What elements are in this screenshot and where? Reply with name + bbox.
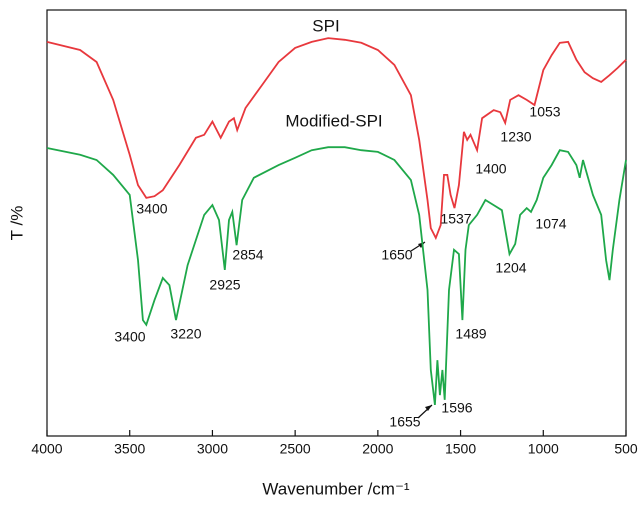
peak-label: 3220 [170,326,201,342]
series-label: SPI [312,16,339,35]
peak-label: 1204 [495,260,526,276]
peak-label: 1596 [441,400,472,416]
arrow-head [425,405,432,411]
x-tick-label: 4000 [31,441,62,457]
peak-label: 1053 [529,104,560,120]
series-line [46,37,627,241]
peak-label: 3400 [136,201,167,217]
peak-label: 1537 [440,211,471,227]
peak-label: 1650 [381,247,412,263]
x-tick-label: 3500 [114,441,145,457]
peak-label: 3400 [114,329,145,345]
x-tick-label: 3000 [197,441,228,457]
x-tick-label: 500 [614,441,638,457]
plot-frame [46,9,627,437]
x-tick-label: 2000 [362,441,393,457]
series-line [46,146,627,406]
peak-label: 2925 [209,277,240,293]
peak-label: 1230 [500,129,531,145]
peak-label: 1400 [475,161,506,177]
peak-label: 2854 [232,247,263,263]
peak-label: 1655 [389,414,420,430]
x-axis-label: Wavenumber /cm⁻¹ [262,479,410,498]
peak-label: 1489 [455,326,486,342]
x-tick-label: 1000 [528,441,559,457]
x-tick-label: 1500 [445,441,476,457]
peak-label: 1074 [535,216,566,232]
x-tick-label: 2500 [280,441,311,457]
series-label: Modified-SPI [285,111,382,130]
y-axis-label: T /% [7,206,26,241]
